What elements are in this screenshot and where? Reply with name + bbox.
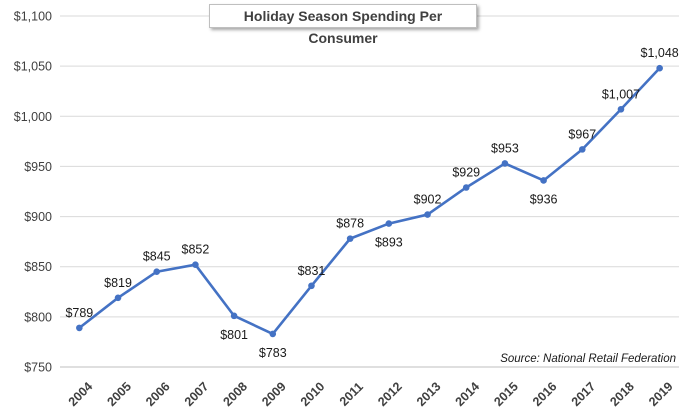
data-point: [501, 160, 509, 167]
data-point: [424, 211, 431, 218]
data-point: [385, 220, 393, 227]
y-tick-label: $850: [24, 260, 52, 274]
data-label: $953: [491, 141, 519, 155]
data-label: $1,007: [602, 87, 640, 101]
x-tick-label: 2005: [104, 379, 134, 409]
y-tick-label: $750: [24, 361, 52, 375]
x-tick-label: 2018: [607, 379, 637, 409]
data-label: $936: [530, 192, 558, 206]
data-point: [230, 312, 238, 320]
data-label: $902: [414, 193, 442, 207]
data-point: [617, 105, 625, 113]
data-point: [462, 184, 470, 191]
y-tick-label: $800: [24, 310, 52, 324]
data-label: $1,048: [641, 46, 679, 60]
chart-title: Holiday Season Spending Per Consumer: [209, 4, 477, 46]
data-point: [153, 268, 161, 276]
x-tick-label: 2008: [220, 379, 250, 409]
data-label: $819: [104, 276, 132, 290]
x-tick-label: 2011: [337, 380, 366, 409]
source-annotation: Source: National Retail Federation: [500, 353, 676, 365]
data-label: $801: [220, 328, 248, 342]
x-tick-label: 2006: [143, 379, 173, 409]
data-label: $878: [336, 217, 364, 231]
x-tick-label: 2019: [646, 379, 676, 409]
x-tick-label: 2012: [375, 379, 405, 409]
data-point: [540, 177, 547, 184]
x-tick-label: 2009: [259, 379, 289, 409]
data-point: [656, 64, 663, 72]
data-point: [578, 146, 586, 153]
data-label: $893: [375, 236, 403, 250]
x-tick-label: 2013: [414, 379, 444, 409]
data-point: [192, 261, 199, 269]
data-label: $783: [259, 346, 287, 360]
y-tick-label: $1,050: [14, 60, 52, 74]
data-point: [76, 324, 83, 332]
data-label: $845: [143, 250, 171, 264]
x-tick-label: 2004: [66, 379, 96, 409]
data-label: $967: [568, 127, 596, 141]
data-point: [346, 235, 354, 242]
series-line: [78, 67, 661, 336]
y-tick-label: $900: [24, 210, 52, 224]
y-tick-label: $1,000: [14, 110, 52, 124]
data-point: [114, 294, 122, 302]
data-point: [269, 330, 277, 338]
x-tick-label: 2010: [298, 379, 328, 409]
x-tick-label: 2014: [453, 379, 483, 409]
x-tick-label: 2016: [530, 379, 560, 409]
data-label: $929: [452, 165, 480, 179]
y-tick-label: $950: [24, 160, 52, 174]
y-tick-label: $1,100: [14, 10, 52, 24]
x-tick-label: 2007: [182, 379, 212, 409]
x-tick-label: 2015: [491, 379, 521, 409]
data-label: $789: [65, 306, 93, 320]
data-point: [308, 282, 315, 290]
data-label: $852: [182, 243, 210, 257]
x-tick-label: 2017: [569, 379, 599, 409]
data-label: $831: [298, 264, 326, 278]
